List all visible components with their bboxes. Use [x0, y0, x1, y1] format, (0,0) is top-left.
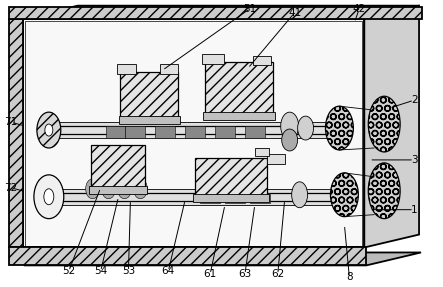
- Text: 41: 41: [288, 8, 301, 18]
- Ellipse shape: [37, 112, 61, 148]
- Text: 64: 64: [162, 266, 175, 276]
- Ellipse shape: [368, 96, 400, 152]
- Text: 63: 63: [238, 269, 252, 279]
- Text: 51: 51: [243, 4, 256, 14]
- Ellipse shape: [326, 106, 354, 150]
- Bar: [117, 64, 136, 74]
- Polygon shape: [23, 6, 419, 19]
- Bar: [193, 194, 269, 202]
- Ellipse shape: [330, 173, 358, 217]
- Bar: [255, 148, 269, 156]
- Text: 61: 61: [203, 269, 217, 279]
- Ellipse shape: [282, 129, 298, 151]
- Bar: [105, 126, 125, 138]
- Text: 1: 1: [411, 205, 417, 215]
- Bar: [155, 126, 175, 138]
- Text: 52: 52: [62, 266, 75, 276]
- Ellipse shape: [117, 179, 132, 199]
- Bar: [267, 154, 285, 164]
- Ellipse shape: [44, 189, 54, 205]
- Text: 72: 72: [4, 183, 18, 193]
- Ellipse shape: [85, 179, 100, 199]
- Bar: [118, 116, 180, 124]
- Bar: [120, 72, 178, 117]
- Text: 54: 54: [94, 266, 107, 276]
- Ellipse shape: [101, 179, 116, 199]
- Polygon shape: [364, 6, 419, 247]
- Bar: [57, 122, 346, 138]
- Bar: [57, 189, 346, 205]
- Ellipse shape: [368, 163, 400, 219]
- Text: 62: 62: [271, 269, 284, 279]
- Bar: [91, 145, 145, 187]
- Polygon shape: [24, 253, 421, 265]
- Text: 53: 53: [122, 266, 135, 276]
- Bar: [9, 7, 422, 19]
- Ellipse shape: [34, 175, 64, 219]
- Bar: [225, 193, 245, 203]
- Ellipse shape: [298, 116, 314, 140]
- Ellipse shape: [133, 179, 148, 199]
- Bar: [202, 55, 224, 64]
- Ellipse shape: [291, 182, 307, 208]
- Text: 8: 8: [346, 272, 353, 282]
- Bar: [9, 247, 366, 265]
- Bar: [200, 193, 220, 203]
- Bar: [9, 19, 23, 247]
- Bar: [245, 126, 265, 138]
- Ellipse shape: [281, 112, 299, 140]
- Text: 42: 42: [353, 4, 366, 14]
- Ellipse shape: [45, 124, 53, 136]
- Bar: [160, 64, 178, 74]
- Bar: [250, 193, 270, 203]
- Bar: [215, 126, 235, 138]
- Bar: [125, 126, 145, 138]
- Text: 3: 3: [411, 155, 417, 165]
- Text: 2: 2: [411, 95, 417, 105]
- Bar: [203, 112, 275, 120]
- Bar: [205, 62, 273, 114]
- Bar: [195, 158, 267, 196]
- Bar: [89, 186, 148, 194]
- Text: 71: 71: [4, 117, 18, 127]
- Bar: [253, 57, 271, 65]
- Bar: [25, 21, 362, 245]
- Bar: [23, 19, 364, 247]
- Bar: [185, 126, 205, 138]
